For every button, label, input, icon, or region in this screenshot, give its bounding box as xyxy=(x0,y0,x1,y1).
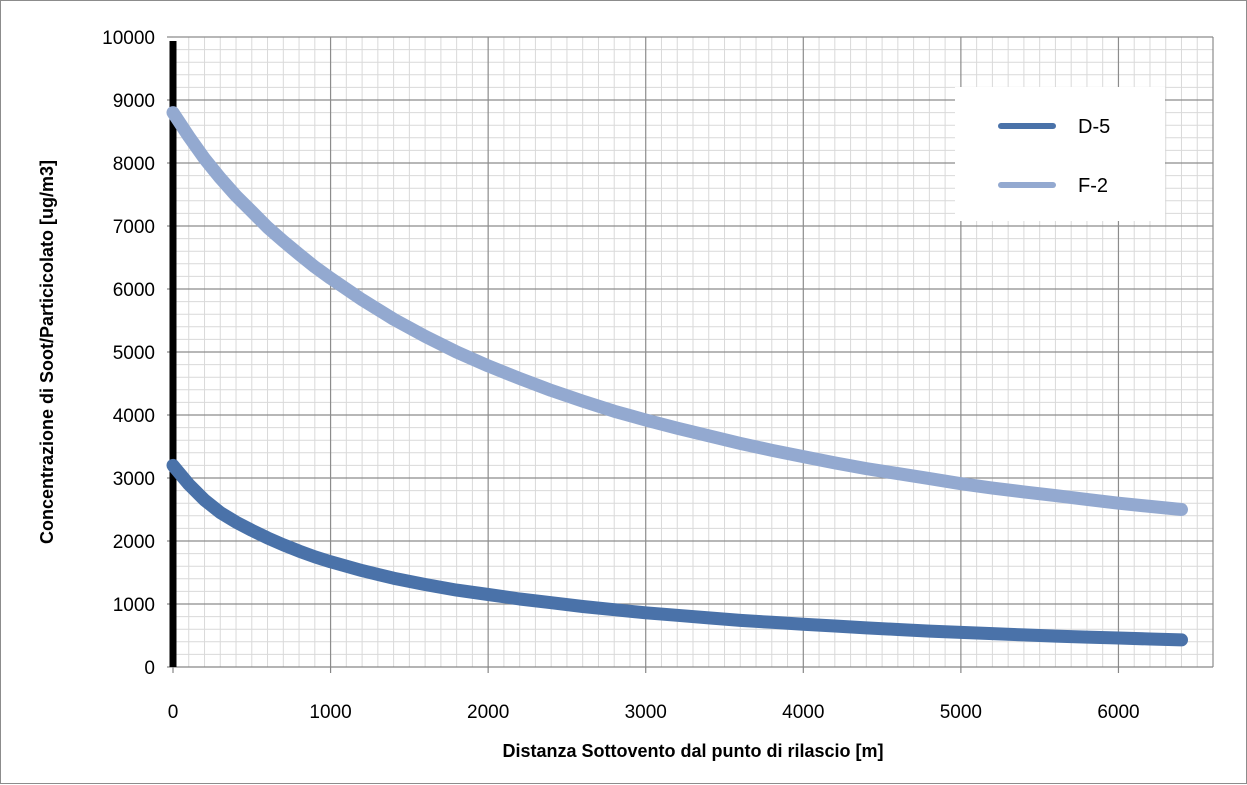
x-tick-label: 0 xyxy=(168,702,179,723)
y-tick-label: 4000 xyxy=(113,406,155,427)
x-axis-title: Distanza Sottovento dal punto di rilasci… xyxy=(502,741,883,761)
x-axis-ticks: 0 1000 2000 3000 4000 5000 6000 xyxy=(168,667,1140,723)
y-axis-title: Concentrazione di Soot/Particicolato [ug… xyxy=(37,160,57,544)
y-tick-label: 3000 xyxy=(113,469,155,490)
y-tick-label: 6000 xyxy=(113,280,155,301)
y-tick-label: 1000 xyxy=(113,595,155,616)
legend-label-f2: F-2 xyxy=(1078,175,1108,197)
x-tick-label: 6000 xyxy=(1097,702,1139,723)
x-tick-label: 5000 xyxy=(940,702,982,723)
y-tick-label: 8000 xyxy=(113,154,155,175)
x-tick-label: 3000 xyxy=(625,702,667,723)
series-line-d-5 xyxy=(166,458,1188,647)
x-tick-label: 2000 xyxy=(467,702,509,723)
legend: D-5 F-2 xyxy=(955,87,1165,221)
y-axis-ticks: 0 1000 2000 3000 4000 5000 6000 7000 8000 9000 100… xyxy=(102,28,173,679)
y-tick-label: 10000 xyxy=(102,28,155,49)
y-tick-label: 5000 xyxy=(113,343,155,364)
series-lines xyxy=(166,106,1188,647)
y-tick-label: 9000 xyxy=(113,91,155,112)
legend-box xyxy=(955,87,1165,221)
x-tick-label: 1000 xyxy=(309,702,351,723)
y-tick-label: 7000 xyxy=(113,217,155,238)
x-tick-label: 4000 xyxy=(782,702,824,723)
series-line-f-2 xyxy=(166,106,1188,516)
legend-label-d5: D-5 xyxy=(1078,116,1110,138)
y-tick-label: 0 xyxy=(144,658,155,679)
y-tick-label: 2000 xyxy=(113,532,155,553)
